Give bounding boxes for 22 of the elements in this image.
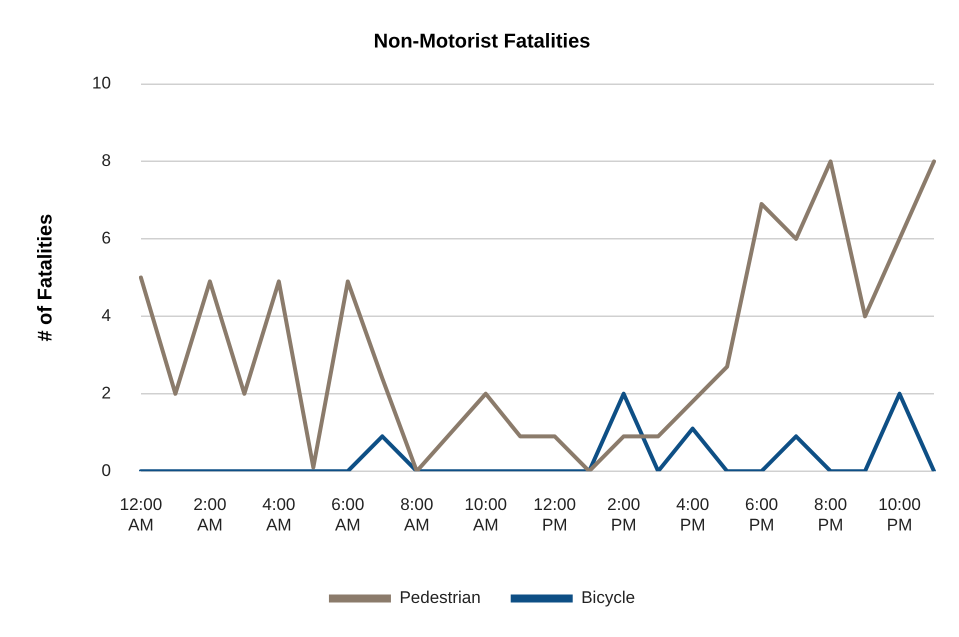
legend-label: Pedestrian xyxy=(399,588,481,608)
y-tick-label: 8 xyxy=(101,151,111,170)
x-tick-label: 4:00 PM xyxy=(676,495,710,534)
y-axis-title: # of Fatalities xyxy=(34,214,57,342)
x-tick-label: 6:00 AM xyxy=(331,495,364,534)
y-tick-label: 0 xyxy=(101,460,111,480)
x-tick-label: 8:00 PM xyxy=(814,495,848,534)
y-tick-label: 6 xyxy=(101,228,111,248)
y-tick-label: 2 xyxy=(101,383,111,402)
x-tick-label: 2:00 AM xyxy=(193,495,226,534)
x-tick-label: 10:00 PM xyxy=(878,495,921,534)
x-tick-label: 12:00 PM xyxy=(533,495,576,534)
legend-label: Bicycle xyxy=(581,588,636,608)
y-tick-label: 10 xyxy=(92,74,111,93)
x-tick-label: 8:00 AM xyxy=(400,495,434,534)
x-tick-label: 10:00 AM xyxy=(464,495,508,534)
x-tick-label: 12:00 AM xyxy=(120,495,162,534)
x-tick-label: 6:00 PM xyxy=(745,495,778,534)
x-tick-label: 4:00 AM xyxy=(262,495,296,534)
x-tick-label: 2:00 PM xyxy=(607,495,640,534)
y-tick-label: 4 xyxy=(101,306,111,326)
chart-title: Non-Motorist Fatalities xyxy=(374,30,590,53)
